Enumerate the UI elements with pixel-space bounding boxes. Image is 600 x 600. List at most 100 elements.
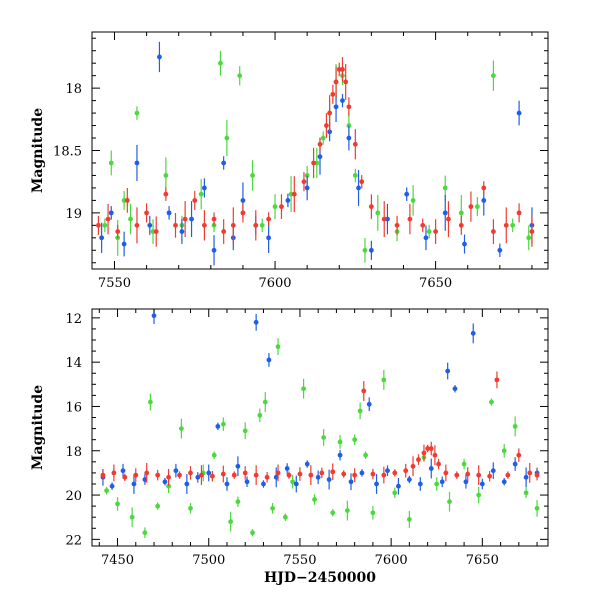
bottom-data-point [131,481,137,487]
bottom-data-point [304,461,310,467]
bottom-data-point [242,428,248,434]
bottom-data-point [290,479,296,485]
bottom-x-tick-label: 7650 [466,553,499,568]
top-data-point [266,216,272,222]
top-data-point [147,222,153,228]
bottom-data-point [155,472,161,478]
top-data-point [526,235,532,241]
bottom-y-tick-label: 14 [65,356,82,371]
top-data-point [285,197,291,203]
bottom-data-point [293,481,299,487]
bottom-panel-data [100,309,540,538]
top-data-point [330,91,336,97]
top-data-point [352,173,358,178]
top-data-point [311,160,316,166]
top-panel: 7550 7600 7650 18 18.5 19 Magnitude [30,31,549,291]
bottom-data-point [184,481,190,487]
bottom-data-point [443,470,449,476]
bottom-data-point [392,470,398,476]
bottom-data-point [178,426,184,432]
top-data-point [250,173,255,178]
top-data-point [356,185,361,191]
top-data-point [346,135,352,141]
bottom-data-point [142,477,148,482]
bottom-x-tick-label: 7600 [375,553,408,568]
bottom-data-point [470,330,476,336]
top-data-point [510,222,516,228]
bottom-data-point [396,483,401,489]
bottom-data-point [416,457,421,463]
bottom-panel: 7450 7500 7550 7600 7650 12 14 16 18 20 22 Magnitu… [30,308,549,586]
top-data-point [426,229,432,234]
bottom-data-point [286,472,292,478]
bottom-panel-frame [91,308,549,547]
top-data-point [333,79,339,85]
top-data-point [224,135,230,141]
bottom-data-point [253,472,259,478]
bottom-data-point [489,399,494,405]
top-data-point [368,247,374,253]
top-data-point [474,204,480,210]
bottom-x-tick-label: 7550 [283,553,316,568]
top-data-point [163,191,169,197]
bottom-data-point [463,479,469,485]
top-data-point [134,110,140,116]
bottom-data-point [476,492,482,498]
bottom-data-point [417,481,423,487]
top-y-tick-label: 18 [65,82,82,97]
top-data-point [221,229,227,234]
top-data-point [108,160,114,166]
top-panel-ylabel: Magnitude [30,108,46,193]
bottom-data-point [142,530,148,536]
top-data-point [173,222,178,228]
top-y-tick-label: 19 [65,207,82,222]
bottom-data-point [261,481,266,487]
bottom-panel-xlabel: HJD−2450000 [264,570,376,586]
top-data-point [407,216,413,222]
top-data-point [368,204,374,210]
top-data-point [433,229,439,234]
bottom-data-point [523,490,529,496]
top-data-point [375,210,381,216]
top-data-point [301,179,307,185]
top-data-point [291,191,297,197]
bottom-data-point [410,463,416,469]
top-x-tick-label: 7650 [419,276,452,291]
bottom-data-point [490,468,496,474]
top-x-tick-label: 7550 [98,276,131,291]
top-panel-frame [91,31,549,270]
bottom-data-point [452,386,458,392]
top-data-point [108,210,114,216]
top-data-point [481,185,487,191]
top-data-point [153,229,159,234]
bottom-y-tick-label: 16 [65,400,82,415]
bottom-data-point [166,483,172,489]
top-data-point [442,185,448,191]
top-data-point [462,241,467,247]
top-data-point [458,210,464,216]
bottom-data-point [337,439,343,445]
bottom-data-point [228,519,234,525]
bottom-panel-ticks: 7450 7500 7550 7600 7650 12 14 16 18 20 22 [65,309,548,568]
top-data-point [346,123,352,128]
bottom-data-point [436,461,441,467]
bottom-data-point [534,505,540,511]
bottom-data-point [147,399,153,405]
bottom-data-point [115,501,120,507]
top-data-point [346,104,352,110]
top-data-point [304,185,310,191]
bottom-data-point [133,472,139,478]
bottom-data-point [195,474,201,480]
bottom-data-point [244,479,250,485]
bottom-data-point [151,313,157,319]
top-data-point [497,247,503,253]
top-data-point [327,110,333,116]
bottom-data-point [282,514,288,520]
bottom-data-point [199,472,204,478]
bottom-data-point [122,474,128,480]
bottom-data-point [211,452,217,458]
bottom-data-point [144,470,150,476]
bottom-data-point [454,472,460,478]
bottom-data-point [465,471,471,477]
